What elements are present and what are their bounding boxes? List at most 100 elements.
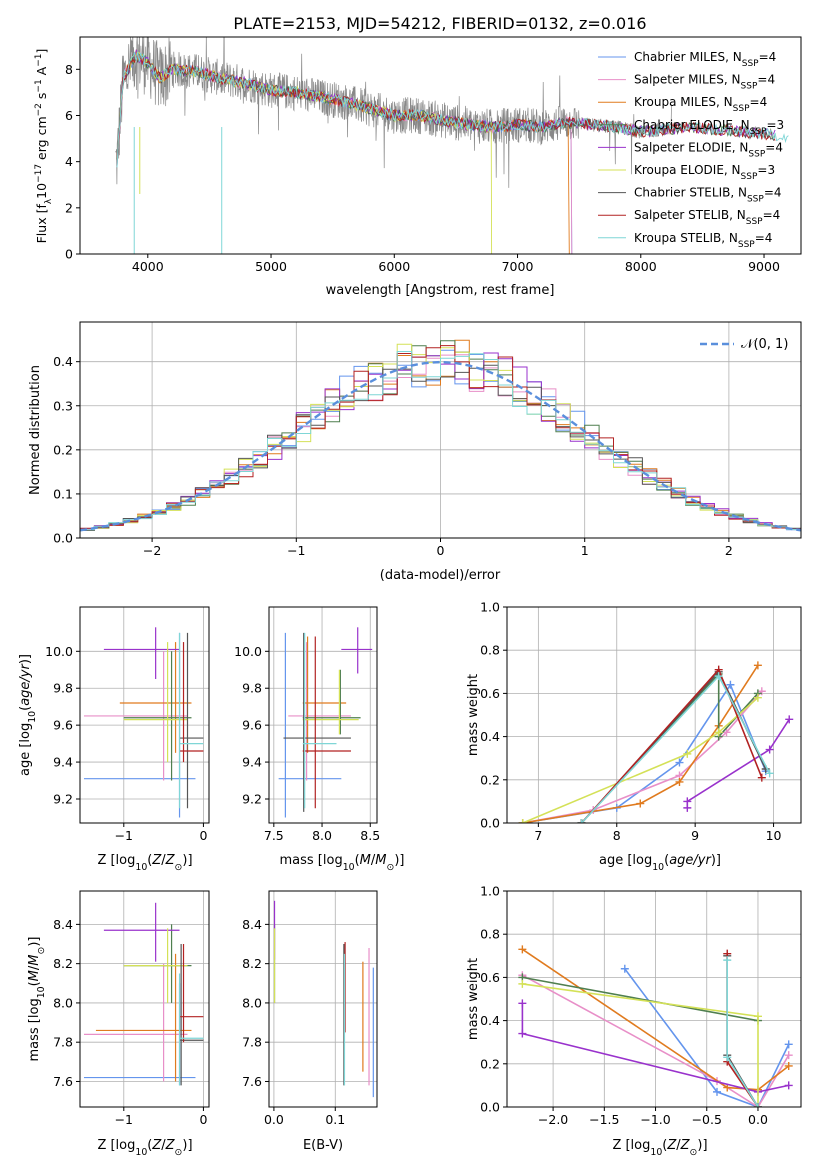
axes-frame	[79, 36, 802, 255]
weight-marker	[726, 680, 735, 689]
y-tick-label: 0.0	[53, 531, 73, 546]
mass-vs-Z-panel-marks	[83, 902, 204, 1086]
y-tick-label: 0.0	[480, 816, 500, 831]
y-tick-label: 2	[65, 200, 73, 215]
y-tick-label: 9.8	[242, 681, 262, 696]
weight-marker	[518, 979, 527, 988]
x-tick-label: 7000	[502, 259, 534, 274]
weight-marker	[784, 1040, 793, 1049]
age-vs-mass-panel: 7.5 8.0 8.5 9.2 9.4 9.6 9.8 10.0 mass [log10(M/M…	[234, 606, 405, 873]
weight-vs-Z-panel: −2.0 −1.5 −1.0 −0.5 0.0 0.0 0.2 0.4 0.6 0.8 1.0 mas…	[466, 884, 802, 1158]
y-tick-label: 9.2	[242, 792, 262, 807]
axes-frame	[268, 606, 378, 824]
weight-line	[580, 668, 763, 823]
y-tick-label: 8.0	[53, 995, 73, 1010]
weight-line	[522, 974, 790, 1107]
mass-vs-ebv-panel: 0.0 0.1 7.6 7.8 8.0 8.2 8.4 E(B-V)	[242, 890, 378, 1153]
y-tick-label: 6	[65, 108, 73, 123]
x-tick-label: 0	[199, 828, 207, 843]
x-tick-label: 10	[766, 828, 782, 843]
histogram-steps	[80, 345, 801, 538]
weight-marker	[722, 728, 731, 737]
x-tick-label: 8	[613, 828, 621, 843]
y-axis-label: age [log10(age/yr)]	[18, 654, 38, 776]
weight-vs-age-panel-marks	[518, 661, 794, 823]
age-vs-mass-panel-marks	[278, 627, 373, 818]
x-tick-label: 8.0	[312, 828, 332, 843]
weight-marker	[675, 777, 684, 786]
x-tick-label: 4000	[132, 259, 164, 274]
histogram-steps	[80, 351, 801, 538]
x-tick-label: 9000	[748, 259, 780, 274]
spectrum-legend: Chabrier MILES, NSSP=4 Salpeter MILES, NS…	[598, 50, 784, 250]
x-tick-label: 8000	[625, 259, 657, 274]
weight-marker	[683, 797, 692, 806]
legend-label: Kroupa STELIB, NSSP=4	[634, 231, 772, 250]
weight-marker	[757, 773, 766, 782]
y-tick-label: 0.2	[480, 772, 500, 787]
age-vs-Z-panel-marks	[83, 627, 204, 818]
weight-marker	[784, 1051, 793, 1060]
weight-line	[522, 664, 759, 823]
weight-marker	[723, 1053, 732, 1062]
weight-marker	[675, 758, 684, 767]
weight-line	[624, 968, 790, 1107]
weight-marker	[753, 1012, 762, 1021]
x-tick-label: 7	[534, 828, 542, 843]
legend-label: Salpeter STELIB, NSSP=4	[634, 208, 780, 227]
legend-label: Kroupa ELODIE, NSSP=3	[634, 163, 775, 182]
x-tick-label: 6000	[378, 259, 410, 274]
y-tick-label: 0.0	[480, 1100, 500, 1115]
residual-panel: −2 −1 0 1 2 0.0 0.1 0.2 0.3 0.4 𝒩(0, 1) (data-model…	[28, 321, 802, 583]
legend-label: Chabrier ELODIE, NSSP=3	[634, 118, 784, 137]
y-tick-label: 10.0	[234, 644, 262, 659]
x-axis-label: (data-model)/error	[380, 568, 501, 583]
x-axis-label: age [log10(age/yr)]	[599, 853, 721, 873]
weight-marker	[765, 769, 774, 778]
y-tick-label: 0.2	[480, 1056, 500, 1071]
x-tick-label: −2	[143, 543, 161, 558]
x-axis-label: wavelength [Angstrom, rest frame]	[326, 283, 555, 298]
y-tick-label: 7.6	[242, 1074, 262, 1089]
weight-marker	[620, 964, 629, 973]
weight-marker	[713, 1087, 721, 1096]
weight-line	[580, 674, 771, 823]
weight-line	[522, 976, 759, 1022]
x-tick-label: 0.0	[748, 1112, 768, 1127]
axes-frame	[268, 890, 378, 1108]
y-tick-label: 0.4	[480, 729, 500, 744]
x-tick-label: 0	[199, 1112, 207, 1127]
weight-line	[522, 983, 759, 1107]
axes-frame	[79, 890, 210, 1108]
weight-marker	[636, 799, 645, 808]
y-tick-label: 8.0	[242, 995, 262, 1010]
spectrum-panel: 4000 5000 6000 7000 8000 9000 0 2 4 6 8 wavelength …	[34, 36, 802, 298]
y-tick-label: 9.6	[53, 718, 73, 733]
y-tick-label: 0.2	[53, 442, 73, 457]
weight-marker	[723, 956, 732, 965]
y-tick-label: 9.6	[242, 718, 262, 733]
y-tick-label: 7.6	[53, 1074, 73, 1089]
weight-marker	[753, 1103, 762, 1107]
weight-marker	[518, 945, 527, 954]
y-tick-label: 10.0	[45, 644, 73, 659]
spectrum-model-line	[116, 51, 789, 168]
x-tick-label: 5000	[255, 259, 287, 274]
y-tick-label: 1.0	[480, 600, 500, 615]
legend-label: Chabrier STELIB, NSSP=4	[634, 186, 782, 205]
y-tick-label: 0.6	[480, 686, 500, 701]
weight-vs-age-panel: 7 8 9 10 0.0 0.2 0.4 0.6 0.8 1.0 mass weight age [l…	[466, 600, 802, 873]
axes-frame	[79, 606, 210, 824]
age-vs-Z-panel: −1 0 9.2 9.4 9.6 9.8 10.0 Z [log10(Z/Z⊙)] age [l…	[18, 606, 210, 873]
y-tick-label: 9.4	[242, 755, 262, 770]
x-tick-label: −1	[115, 1112, 133, 1127]
y-tick-label: 0.8	[480, 643, 500, 658]
y-tick-label: 8.4	[242, 917, 262, 932]
x-axis-label: Z [log10(Z/Z⊙)]	[612, 1138, 707, 1158]
weight-marker	[753, 661, 762, 670]
x-tick-label: 0	[437, 543, 445, 558]
x-tick-label: −1	[115, 828, 133, 843]
figure-title: PLATE=2153, MJD=54212, FIBERID=0132, z=0…	[233, 14, 646, 33]
weight-marker	[518, 999, 527, 1008]
